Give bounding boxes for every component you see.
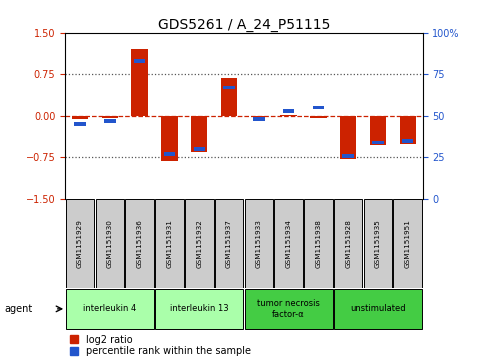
Bar [274, 199, 303, 288]
Bar [131, 49, 148, 116]
Title: GDS5261 / A_24_P51115: GDS5261 / A_24_P51115 [158, 18, 330, 32]
Bar [283, 109, 294, 113]
Bar [221, 78, 237, 116]
Bar [164, 152, 175, 156]
Bar [402, 139, 413, 143]
Bar [334, 289, 422, 329]
Bar [399, 116, 416, 143]
Bar [72, 116, 88, 119]
Bar [281, 115, 297, 116]
Text: GSM1151928: GSM1151928 [345, 219, 351, 268]
Text: GSM1151951: GSM1151951 [405, 219, 411, 268]
Bar [191, 116, 207, 152]
Bar [364, 199, 392, 288]
Bar [96, 199, 124, 288]
Legend: log2 ratio, percentile rank within the sample: log2 ratio, percentile rank within the s… [70, 335, 251, 356]
Text: unstimulated: unstimulated [350, 305, 406, 313]
Bar [304, 199, 333, 288]
Bar [185, 199, 213, 288]
Bar [313, 106, 324, 110]
Bar [74, 122, 86, 126]
Text: GSM1151932: GSM1151932 [196, 219, 202, 268]
Bar [370, 116, 386, 145]
Bar [104, 119, 115, 123]
Bar [215, 199, 243, 288]
Text: agent: agent [5, 304, 33, 314]
Text: GSM1151935: GSM1151935 [375, 219, 381, 268]
Bar [161, 116, 178, 161]
Text: GSM1151934: GSM1151934 [285, 219, 292, 268]
Bar [340, 116, 356, 159]
Bar [372, 140, 384, 144]
Text: interleukin 4: interleukin 4 [83, 305, 137, 313]
Bar [334, 199, 362, 288]
Text: GSM1151933: GSM1151933 [256, 219, 262, 268]
Bar [194, 147, 205, 151]
Text: GSM1151929: GSM1151929 [77, 219, 83, 268]
Text: GSM1151936: GSM1151936 [137, 219, 142, 268]
Bar [244, 199, 273, 288]
Text: GSM1151931: GSM1151931 [167, 219, 172, 268]
Bar [223, 86, 235, 90]
Bar [134, 59, 145, 63]
Bar [244, 289, 333, 329]
Bar [126, 199, 154, 288]
Bar [342, 154, 354, 158]
Bar [102, 116, 118, 118]
Bar [66, 199, 94, 288]
Bar [251, 116, 267, 118]
Text: GSM1151937: GSM1151937 [226, 219, 232, 268]
Bar [310, 116, 327, 118]
Text: GSM1151938: GSM1151938 [315, 219, 321, 268]
Text: tumor necrosis
factor-α: tumor necrosis factor-α [257, 299, 320, 319]
Text: interleukin 13: interleukin 13 [170, 305, 228, 313]
Bar [394, 199, 422, 288]
Bar [66, 289, 154, 329]
Text: GSM1151930: GSM1151930 [107, 219, 113, 268]
Bar [155, 199, 184, 288]
Bar [155, 289, 243, 329]
Bar [253, 117, 265, 121]
